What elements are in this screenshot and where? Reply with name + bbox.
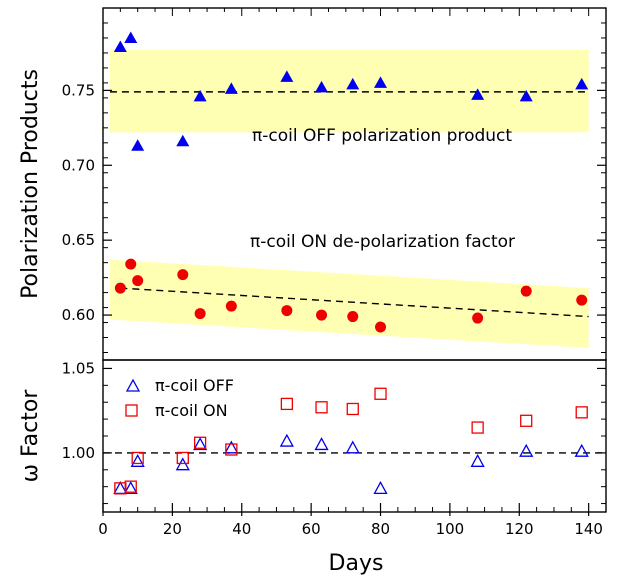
point-circle-filled <box>177 269 189 281</box>
y-tick-label: 0.65 <box>62 231 95 249</box>
point-triangle-filled <box>471 88 485 100</box>
point-triangle-open <box>279 433 294 447</box>
x-tick-label: 40 <box>232 520 251 538</box>
point-square-open <box>280 397 294 411</box>
point-triangle-open <box>224 440 239 454</box>
point-triangle-filled <box>113 40 127 52</box>
point-triangle-filled <box>346 77 360 90</box>
x-axis-label: Days <box>329 551 384 576</box>
point-triangle-open <box>175 457 190 471</box>
point-square-open <box>315 401 328 414</box>
point-triangle-open <box>373 480 388 495</box>
legend-label-on: π-coil ON <box>155 401 228 420</box>
axis-ticks <box>102 8 606 516</box>
point-triangle-open <box>519 443 534 457</box>
point-square-open <box>124 480 137 493</box>
point-square-open <box>176 451 189 465</box>
point-triangle-filled <box>315 80 329 93</box>
top-data-points <box>113 31 589 333</box>
point-circle-filled <box>132 275 144 287</box>
point-triangle-filled <box>519 89 533 102</box>
top-y-axis-label: Polarization Products <box>18 69 43 299</box>
point-square-open <box>575 406 588 419</box>
y-tick-label: 0.70 <box>62 156 95 174</box>
tick-labels: 0 20 40 60 80 100 120 140 0.60 0.65 0.70 0.75 1.00 1.… <box>62 81 603 538</box>
annotation-on-factor: π-coil ON de-polarization factor <box>250 232 515 252</box>
top-fit-lines <box>109 91 589 318</box>
point-triangle-open <box>574 443 589 457</box>
point-circle-filled <box>281 305 293 317</box>
point-triangle-filled <box>193 89 207 102</box>
point-triangle-filled <box>124 31 138 43</box>
x-tick-label: 80 <box>371 520 390 538</box>
bottom-data-points <box>113 387 589 495</box>
x-tick-label: 120 <box>505 520 534 538</box>
legend-marker-on <box>125 404 138 417</box>
point-triangle-open <box>345 440 360 454</box>
point-circle-filled <box>472 312 484 324</box>
point-triangle-filled <box>575 77 589 90</box>
point-square-open <box>193 436 207 449</box>
point-square-open <box>225 443 238 456</box>
point-triangle-open <box>123 480 138 495</box>
x-tick-label: 60 <box>302 520 321 538</box>
point-square-open <box>471 421 484 434</box>
point-circle-filled <box>375 321 387 333</box>
y-tick-label: 0.60 <box>62 306 95 324</box>
confidence-band-0 <box>109 49 589 133</box>
point-triangle-open <box>470 453 485 467</box>
point-circle-filled <box>520 285 532 297</box>
point-circle-filled <box>225 300 237 312</box>
x-tick-label: 140 <box>574 520 603 538</box>
point-triangle-filled <box>176 134 190 147</box>
legend-label-off: π-coil OFF <box>155 376 234 395</box>
legend-marker-off <box>125 378 141 392</box>
legend: π-coil OFF π-coil ON <box>125 376 234 420</box>
point-circle-filled <box>316 309 328 321</box>
top-confidence-bands <box>109 49 589 349</box>
point-triangle-open <box>314 437 329 451</box>
bottom-y-axis-label: ω Factor <box>18 389 43 483</box>
point-circle-filled <box>125 258 137 270</box>
point-circle-filled <box>194 308 206 320</box>
fit-line-1 <box>120 287 589 318</box>
point-triangle-open <box>130 453 145 467</box>
point-triangle-filled <box>224 82 238 94</box>
point-square-open <box>346 402 359 416</box>
point-triangle-open <box>113 480 128 495</box>
point-triangle-filled <box>131 139 145 151</box>
point-circle-filled <box>576 294 588 306</box>
y-tick-label: 1.00 <box>62 444 95 462</box>
y-tick-label: 1.05 <box>62 359 95 377</box>
point-triangle-filled <box>374 76 388 88</box>
point-square-open <box>131 451 144 465</box>
point-square-open <box>520 414 533 427</box>
annotation-off-product: π-coil OFF polarization product <box>252 126 512 146</box>
point-triangle-open <box>193 437 208 451</box>
x-tick-label: 20 <box>163 520 182 538</box>
point-square-open <box>374 387 387 400</box>
x-tick-label: 0 <box>98 520 108 538</box>
point-circle-filled <box>114 282 126 294</box>
confidence-band-1 <box>109 259 589 349</box>
point-circle-filled <box>347 311 359 323</box>
y-tick-label: 0.75 <box>62 81 95 99</box>
point-triangle-filled <box>280 70 294 82</box>
x-tick-label: 100 <box>436 520 465 538</box>
